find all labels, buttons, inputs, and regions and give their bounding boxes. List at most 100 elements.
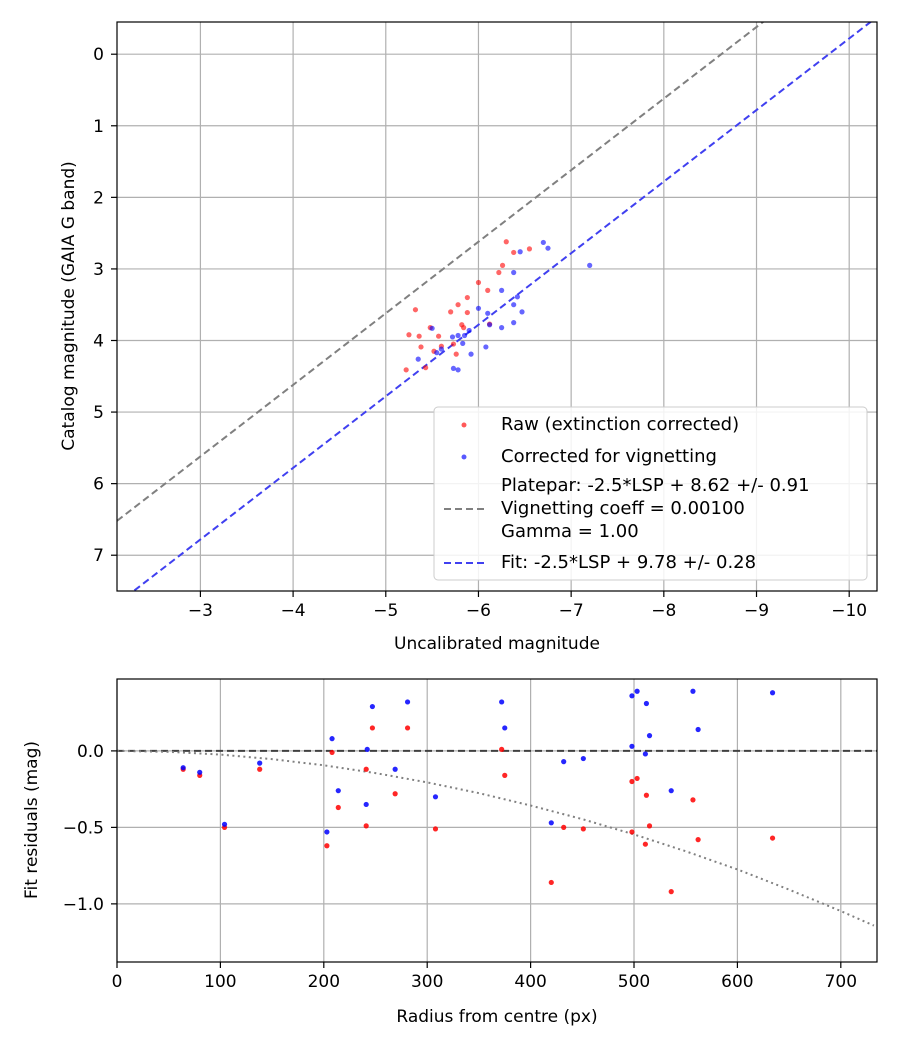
bottom-series-1-point xyxy=(404,699,411,705)
top-series-3-line xyxy=(132,22,873,591)
top-series-1-point xyxy=(514,294,520,300)
bottom-series-1-point xyxy=(335,788,341,794)
bottom-series-1-point xyxy=(363,801,369,808)
bottom-series-1-point xyxy=(499,699,505,705)
top-x-tick-label: −9 xyxy=(744,601,769,621)
top-series-1-point xyxy=(466,327,472,334)
bottom-series-0-point xyxy=(363,766,369,772)
bottom-series-0-point xyxy=(695,837,701,843)
top-series-1-point xyxy=(486,322,493,328)
top-series-1-point xyxy=(511,302,517,308)
bottom-series-0-point xyxy=(432,826,439,832)
bottom-series-0-point xyxy=(629,778,635,785)
bottom-chart: 0 100 200 300 400 500 600 700 0.0 −0.5 −1.0 Radius… xyxy=(22,678,878,1027)
top-x-axis-label: Uncalibrated magnitude xyxy=(394,634,600,654)
bottom-series-0-point xyxy=(502,772,508,778)
bottom-series-3-line xyxy=(117,749,875,927)
top-series-1-point xyxy=(460,340,466,346)
top-series-0-point xyxy=(448,309,454,315)
top-series-0-point xyxy=(511,249,517,256)
top-series-1-point xyxy=(455,332,461,339)
bottom-series-0-point xyxy=(548,879,554,886)
top-series-1-point xyxy=(455,367,461,373)
legend-box xyxy=(433,406,868,581)
legend-label-platepar-2: Vignetting coeff = 0.00100 xyxy=(501,498,745,519)
top-y-tick-label: 6 xyxy=(93,475,104,495)
bottom-series-1-point xyxy=(642,751,648,757)
bottom-series-1-point xyxy=(690,688,696,694)
bottom-x-tick-label: 0 xyxy=(112,972,123,992)
legend-label-raw: Raw (extinction corrected) xyxy=(501,414,739,435)
bottom-x-tick-label: 600 xyxy=(721,972,753,992)
top-x-tick-label: −7 xyxy=(559,601,584,621)
top-series-0-point xyxy=(418,344,424,350)
top-y-axis-label: Catalog magnitude (GAIA G band) xyxy=(59,161,79,451)
top-series-0-point xyxy=(485,287,491,293)
bottom-series-1-point xyxy=(646,733,653,739)
legend-marker-corrected xyxy=(461,454,467,460)
bottom-x-axis-label: Radius from centre (px) xyxy=(396,1007,597,1027)
top-ticks: −3 −4 −5 −6 −7 −8 −9 −10 0 1 2 3 4 5 6 7 xyxy=(93,45,867,621)
bottom-series-0-point xyxy=(324,843,330,849)
top-series-2-line xyxy=(117,22,765,522)
legend-label-fit: Fit: -2.5*LSP + 9.78 +/- 0.28 xyxy=(501,552,756,573)
bottom-x-tick-label: 400 xyxy=(514,972,546,992)
top-series xyxy=(117,22,873,591)
bottom-series-1-point xyxy=(329,736,335,742)
top-series-0-point xyxy=(403,367,409,373)
bottom-x-tick-label: 500 xyxy=(618,972,650,992)
top-series-0-point xyxy=(412,307,419,313)
bottom-series-0-point xyxy=(690,797,696,803)
legend-label-platepar-1: Platepar: -2.5*LSP + 8.62 +/- 0.91 xyxy=(501,475,810,496)
top-series-1-point xyxy=(438,346,444,352)
top-series-0-point xyxy=(499,262,506,268)
bottom-series-1-point xyxy=(180,765,186,771)
top-series-1-point xyxy=(540,239,546,246)
bottom-series-1-point xyxy=(548,820,554,826)
bottom-series-0-point xyxy=(335,804,341,811)
top-series-1-point xyxy=(511,320,517,326)
bottom-series-0-point xyxy=(668,889,674,895)
top-series-1-point xyxy=(461,332,468,339)
legend: Raw (extinction corrected) Corrected for… xyxy=(433,406,868,581)
top-y-tick-label: 5 xyxy=(93,403,104,423)
top-series-1-point xyxy=(519,309,525,315)
bottom-series-0-point xyxy=(646,823,653,829)
top-series-1-point xyxy=(450,365,457,372)
top-x-tick-label: −3 xyxy=(188,601,213,621)
bottom-x-tick-label: 300 xyxy=(411,972,443,992)
top-x-tick-label: −8 xyxy=(651,601,676,621)
top-series-0-point xyxy=(496,269,502,276)
top-series-0-point xyxy=(464,294,470,301)
bottom-y-tick-label: 0.0 xyxy=(77,742,104,762)
bottom-series-1-point xyxy=(502,725,508,731)
top-series-0-point xyxy=(453,351,459,357)
bottom-series-1-point xyxy=(561,759,567,765)
bottom-series-0-point xyxy=(329,749,335,756)
bottom-series-0-point xyxy=(643,792,650,798)
top-series-1-point xyxy=(483,344,489,350)
top-y-tick-label: 1 xyxy=(93,117,104,137)
bottom-series-0-point xyxy=(369,725,375,731)
top-x-tick-label: −5 xyxy=(373,601,398,621)
bottom-x-tick-label: 200 xyxy=(308,972,340,992)
bottom-series-0-point xyxy=(580,826,586,832)
top-x-tick-label: −10 xyxy=(831,601,867,621)
bottom-series-1-point xyxy=(668,788,674,794)
bottom-axes-frame xyxy=(116,678,878,963)
top-series-0-point xyxy=(475,279,482,286)
bottom-series-0-point xyxy=(392,791,398,797)
top-x-tick-label: −6 xyxy=(466,601,491,621)
top-series-0-point xyxy=(503,239,509,245)
bottom-y-axis-label: Fit residuals (mag) xyxy=(22,741,42,899)
bottom-series-0-point xyxy=(363,823,369,829)
bottom-series-1-point xyxy=(629,743,635,749)
top-series-1-point xyxy=(475,305,482,311)
top-series-1-point xyxy=(415,356,421,362)
top-chart: −3 −4 −5 −6 −7 −8 −9 −10 0 1 2 3 4 5 6 7 Uncalibrated m… xyxy=(59,21,878,654)
legend-marker-raw xyxy=(461,422,467,428)
legend-label-platepar-3: Gamma = 1.00 xyxy=(501,521,639,542)
top-series-0-point xyxy=(461,325,467,331)
bottom-series-1-point xyxy=(369,703,375,710)
top-series-0-point xyxy=(455,302,461,308)
